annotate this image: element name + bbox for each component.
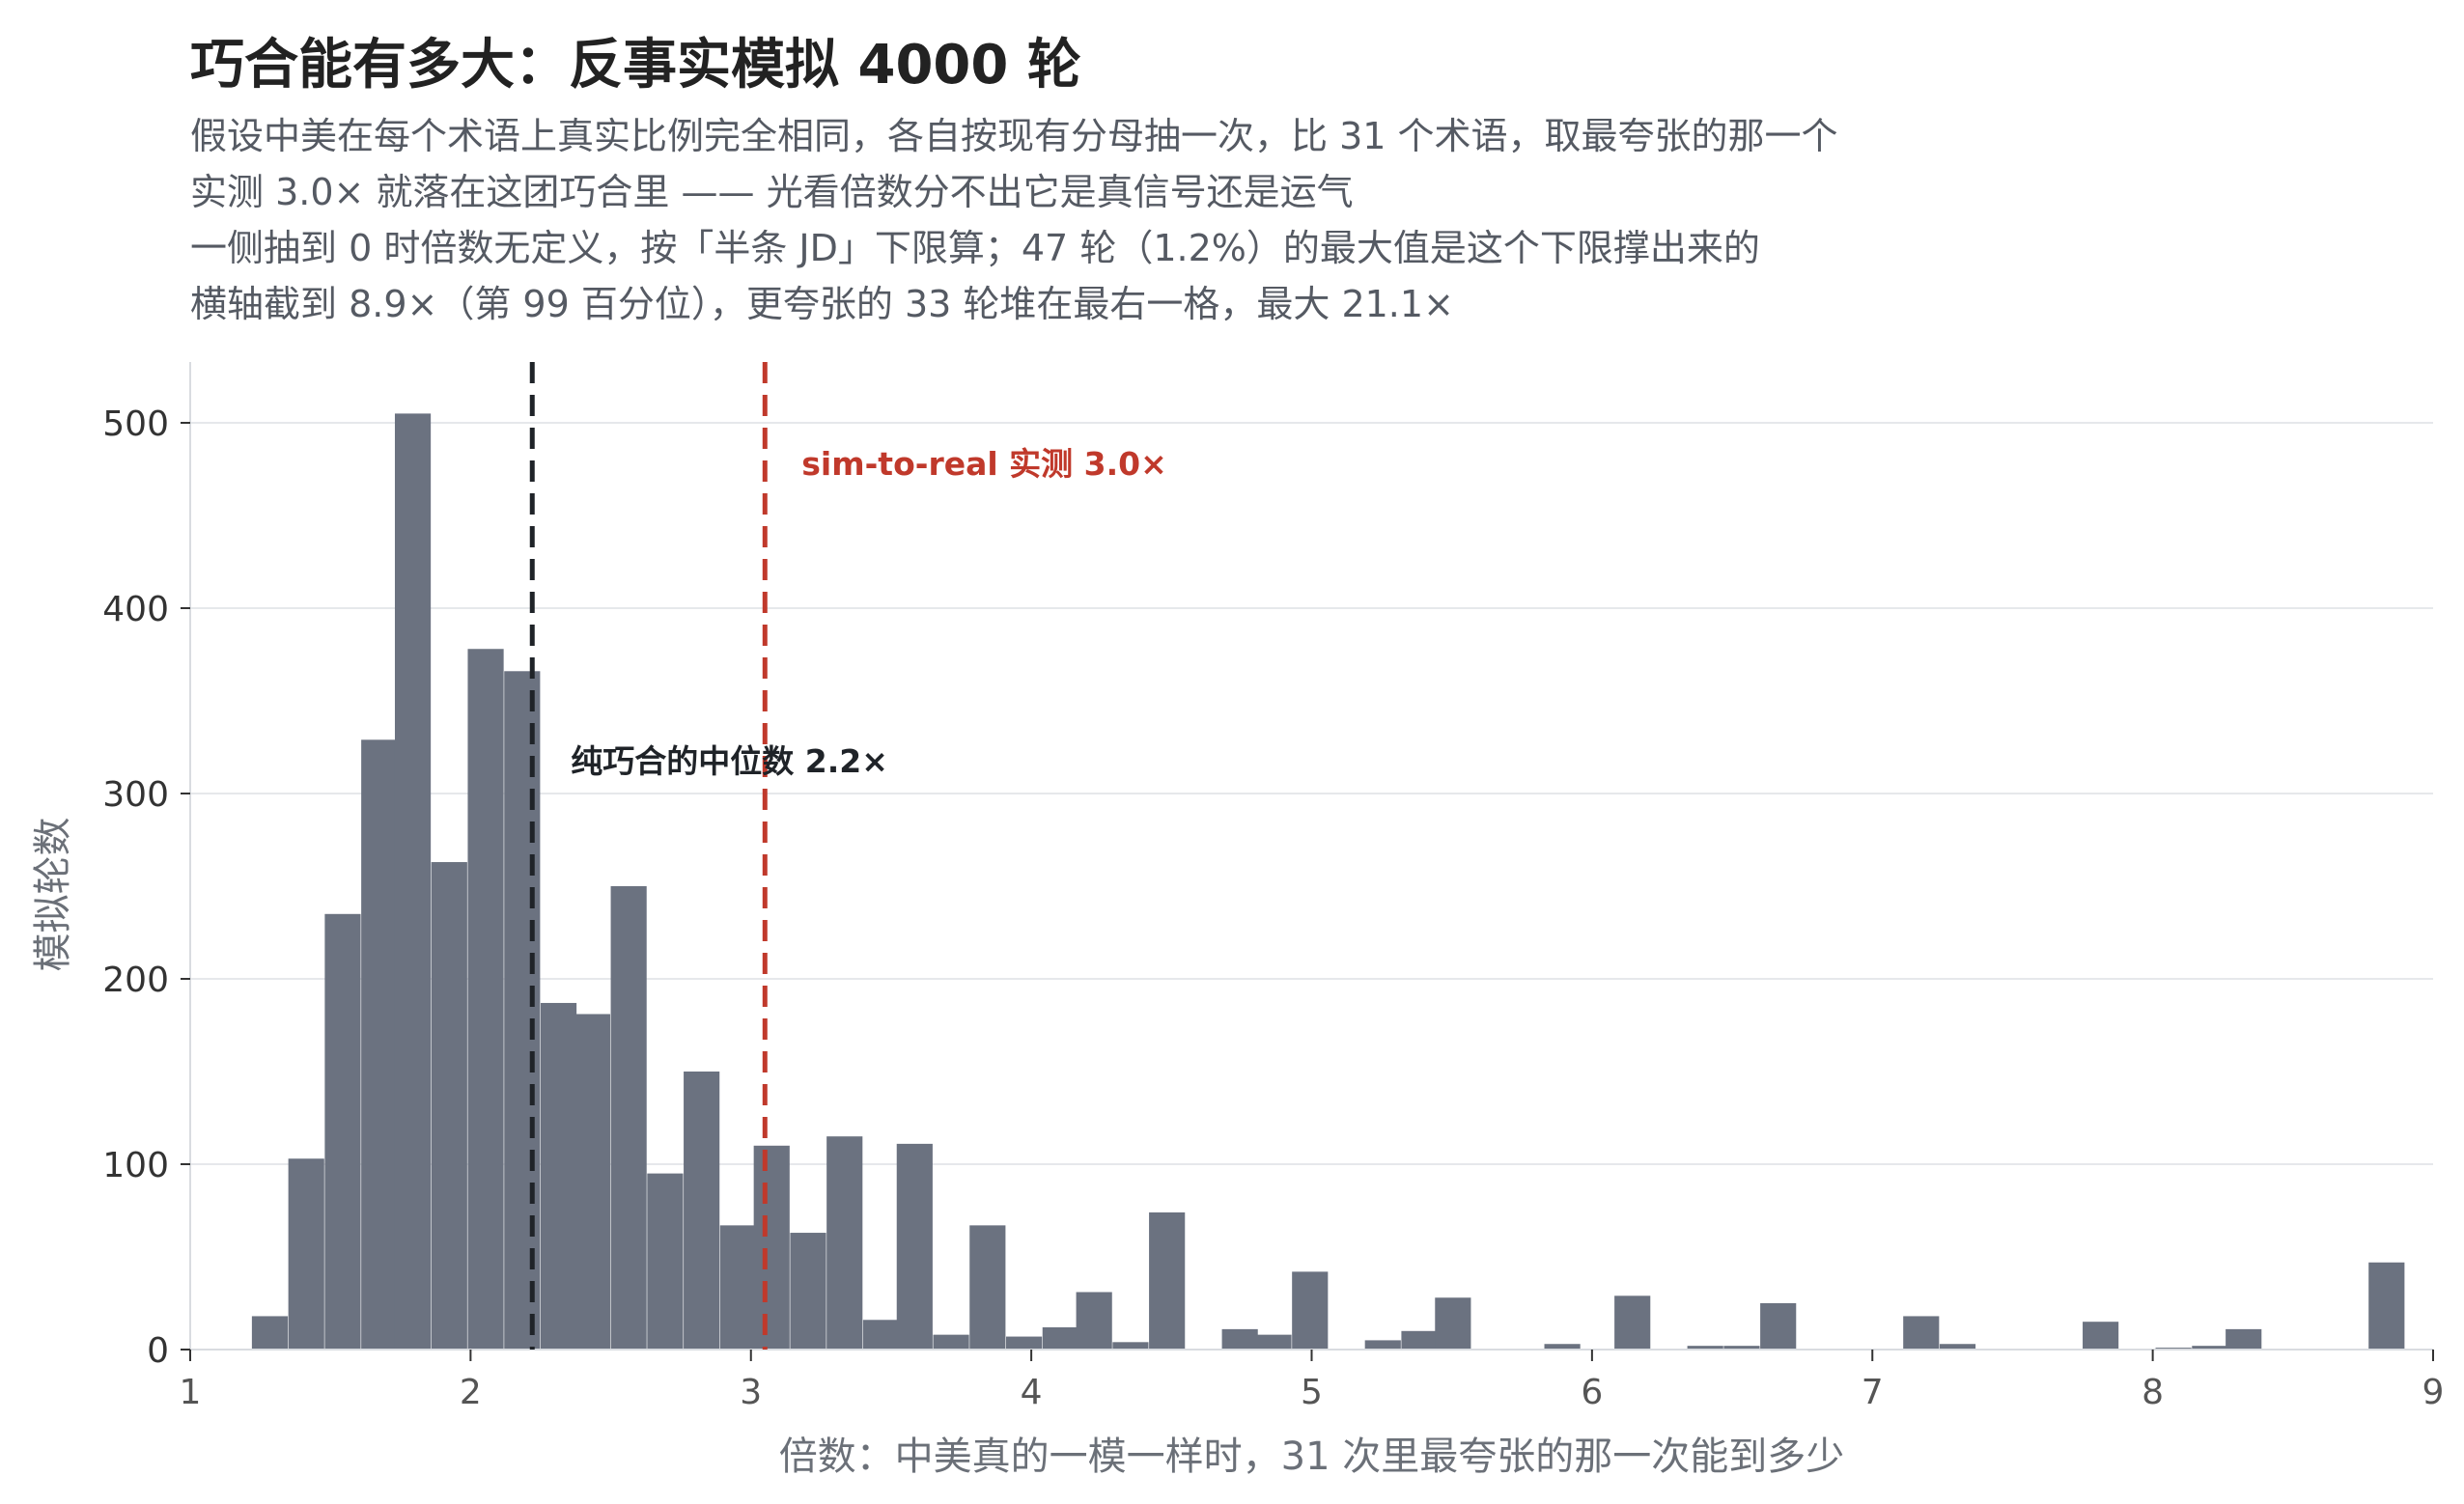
x-tick-label: 2	[460, 1373, 482, 1412]
histogram-bar	[1614, 1295, 1651, 1350]
histogram-bar	[324, 913, 361, 1350]
y-tick-label: 200	[102, 961, 169, 1000]
y-tick-label: 500	[102, 404, 169, 444]
histogram-bar	[1149, 1212, 1186, 1350]
histogram-bar	[1255, 1334, 1292, 1350]
y-tick-label: 100	[102, 1146, 169, 1185]
x-tick-label: 6	[1581, 1373, 1603, 1412]
subtitle-line-1: 假设中美在每个术语上真实比例完全相同，各自按现有分母抽一次，比 31 个术语，取…	[190, 115, 1838, 157]
x-tick-label: 8	[2142, 1373, 2164, 1412]
histogram-bar	[1112, 1342, 1149, 1350]
histogram-bar	[896, 1143, 933, 1350]
histogram-bar	[504, 671, 541, 1350]
histogram-bar	[467, 649, 504, 1350]
x-axis-title: 倍数：中美真的一模一样时，31 次里最夸张的那一次能到多少	[779, 1434, 1845, 1479]
y-tick-label: 300	[102, 775, 169, 815]
histogram-bar	[431, 862, 467, 1350]
subtitle-line-3: 一侧抽到 0 时倍数无定义，按「半条 JD」下限算；47 轮（1.2%）的最大值…	[190, 227, 1760, 269]
median-label: 纯巧合的中位数 2.2×	[571, 742, 888, 780]
histogram-bar	[1760, 1303, 1797, 1350]
x-tick-label: 4	[1021, 1373, 1043, 1412]
x-tick-label: 5	[1301, 1373, 1323, 1412]
subtitle-line-2: 实测 3.0× 就落在这团巧合里 —— 光看倍数分不出它是真信号还是运气	[190, 171, 1354, 213]
x-tick-label: 7	[1862, 1373, 1884, 1412]
x-tick-label: 3	[740, 1373, 762, 1412]
histogram-bar	[684, 1072, 720, 1350]
y-tick-label: 0	[147, 1331, 169, 1371]
histogram-bar	[647, 1173, 684, 1350]
y-tick-label: 400	[102, 590, 169, 629]
histogram-bar	[719, 1225, 756, 1350]
histogram-bar	[2226, 1328, 2262, 1350]
observed-label: sim-to-real 实测 3.0×	[801, 445, 1167, 483]
chart-title: 巧合能有多大：反事实模拟 4000 轮	[190, 34, 1081, 97]
histogram-bar	[1401, 1330, 1438, 1350]
histogram-bar	[394, 413, 432, 1350]
histogram-bar	[933, 1334, 969, 1350]
histogram-bar	[610, 886, 647, 1350]
histogram-bar	[753, 1145, 790, 1350]
histogram-bar	[2368, 1262, 2405, 1350]
subtitle-line-4: 横轴截到 8.9×（第 99 百分位），更夸张的 33 轮堆在最右一格，最大 2…	[190, 283, 1454, 325]
histogram-bar	[1544, 1344, 1581, 1350]
histogram-bar	[540, 1002, 577, 1350]
histogram-bar	[251, 1316, 289, 1350]
histogram-bar	[790, 1233, 826, 1350]
histogram-bar	[1723, 1346, 1760, 1350]
histogram-bar	[574, 1014, 610, 1350]
histogram-bar	[826, 1136, 863, 1350]
histogram-bar	[2083, 1322, 2119, 1350]
y-axis-title: 模拟轮数	[31, 818, 75, 972]
x-tick-label: 9	[2422, 1373, 2445, 1412]
x-tick-label: 1	[180, 1373, 202, 1412]
histogram-bar	[1292, 1271, 1329, 1350]
histogram-bar	[1005, 1336, 1043, 1350]
histogram-bar	[1939, 1344, 1976, 1350]
histogram-bar	[288, 1158, 324, 1350]
histogram-bar	[1042, 1326, 1078, 1350]
histogram-bar	[1221, 1328, 1258, 1350]
histogram-bar	[1687, 1346, 1723, 1350]
histogram-bar	[361, 739, 398, 1350]
histogram-bar	[1364, 1340, 1401, 1350]
histogram-bar	[1903, 1316, 1940, 1350]
histogram-bar	[862, 1320, 900, 1350]
histogram-bar	[1076, 1292, 1112, 1350]
histogram-bar	[969, 1225, 1006, 1350]
histogram-bar	[1435, 1297, 1471, 1350]
histogram-bar	[2192, 1346, 2228, 1350]
